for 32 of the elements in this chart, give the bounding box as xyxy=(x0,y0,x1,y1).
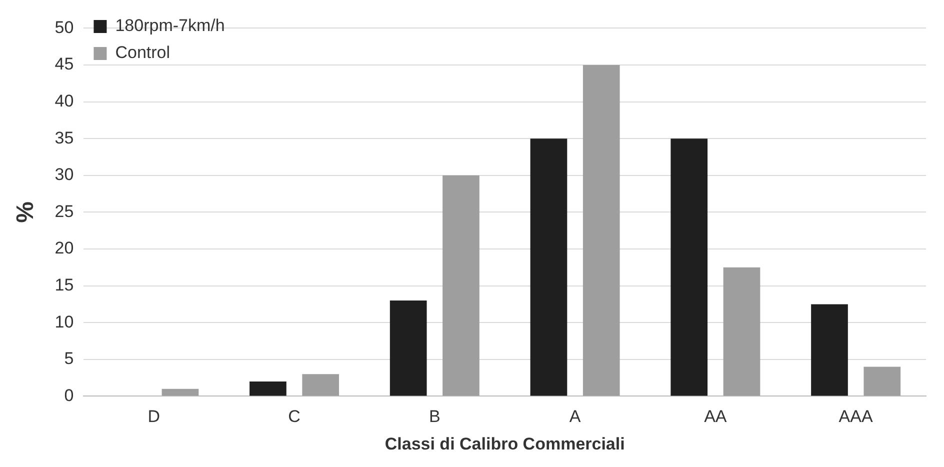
y-tick-label: 10 xyxy=(54,312,74,332)
y-tick-label: 5 xyxy=(64,349,74,368)
y-tick-label: 15 xyxy=(54,275,74,294)
bar xyxy=(811,304,848,396)
y-tick-label: 35 xyxy=(54,128,74,148)
y-tick-label: 25 xyxy=(54,202,74,221)
y-axis-title: % xyxy=(12,202,40,223)
x-tick-label: AAA xyxy=(838,407,874,426)
y-tick-label: 40 xyxy=(54,91,74,110)
bar xyxy=(162,388,199,396)
y-tick-label: 45 xyxy=(54,54,74,74)
bar xyxy=(723,267,760,396)
x-tick-label: B xyxy=(428,407,440,426)
legend-label: Control xyxy=(115,43,170,62)
x-axis-title: Classi di Calibro Commerciali xyxy=(384,434,625,454)
y-tick-label: 20 xyxy=(54,238,74,258)
bar xyxy=(302,374,340,396)
bar xyxy=(442,175,480,396)
y-tick-label: 30 xyxy=(54,165,74,184)
bar xyxy=(670,138,708,396)
bar xyxy=(530,138,568,396)
x-tick-label: AA xyxy=(704,407,728,426)
legend-label: 180rpm-7km/h xyxy=(115,16,225,36)
bar xyxy=(864,366,901,396)
x-tick-label: A xyxy=(569,407,582,426)
bar xyxy=(582,65,620,396)
bar xyxy=(390,300,427,396)
bar xyxy=(250,381,286,396)
y-tick-label: 50 xyxy=(54,18,74,37)
y-tick-label: 0 xyxy=(64,386,74,405)
x-tick-label: C xyxy=(288,407,300,426)
x-tick-label: D xyxy=(148,407,160,426)
